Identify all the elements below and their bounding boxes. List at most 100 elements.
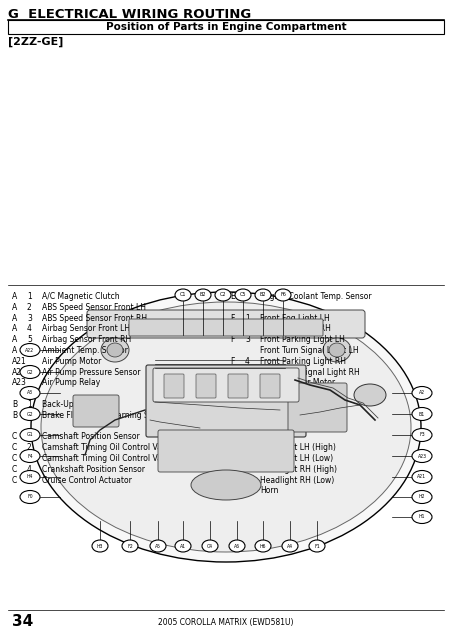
- Text: B2: B2: [259, 292, 266, 298]
- Text: F: F: [230, 357, 234, 366]
- Text: Position of Parts in Engine Compartment: Position of Parts in Engine Compartment: [106, 22, 345, 32]
- Text: G: G: [230, 411, 235, 420]
- FancyBboxPatch shape: [8, 20, 443, 34]
- FancyBboxPatch shape: [196, 374, 216, 398]
- Text: H: H: [230, 465, 235, 474]
- Text: Crankshaft Position Sensor: Crankshaft Position Sensor: [42, 465, 145, 474]
- Text: B2: B2: [199, 292, 206, 298]
- Text: A6: A6: [234, 543, 239, 548]
- Ellipse shape: [281, 540, 297, 552]
- Ellipse shape: [202, 540, 217, 552]
- Text: F1: F1: [313, 543, 319, 548]
- Text: F6: F6: [280, 292, 285, 298]
- Text: F4: F4: [27, 454, 33, 458]
- Text: F3: F3: [418, 433, 424, 438]
- Text: Headlight RH (Low): Headlight RH (Low): [259, 476, 333, 484]
- Text: 3: 3: [244, 335, 249, 344]
- Text: 2: 2: [244, 454, 249, 463]
- Text: 6: 6: [244, 389, 249, 398]
- Text: Front Parking Light LH: Front Parking Light LH: [259, 335, 344, 344]
- Ellipse shape: [215, 289, 230, 301]
- Text: 4: 4: [27, 465, 32, 474]
- Text: H: H: [230, 486, 235, 495]
- Text: A21: A21: [417, 474, 426, 479]
- Ellipse shape: [411, 490, 431, 504]
- Ellipse shape: [175, 289, 191, 301]
- Text: C2: C2: [219, 292, 226, 298]
- Text: G  ELECTRICAL WIRING ROUTING: G ELECTRICAL WIRING ROUTING: [8, 8, 251, 21]
- Text: ABS Speed Sensor Front LH: ABS Speed Sensor Front LH: [42, 303, 146, 312]
- Text: 2: 2: [244, 292, 249, 301]
- Text: B1: B1: [418, 412, 424, 417]
- Text: 34: 34: [12, 614, 33, 629]
- Ellipse shape: [31, 292, 420, 562]
- Text: 3: 3: [244, 465, 249, 474]
- Text: F: F: [230, 314, 234, 323]
- Ellipse shape: [254, 289, 271, 301]
- Text: A: A: [12, 303, 17, 312]
- Text: Brake Fluid Level Warning SW: Brake Fluid Level Warning SW: [42, 411, 156, 420]
- Text: Front Parking Light RH: Front Parking Light RH: [259, 357, 345, 366]
- Text: 2: 2: [244, 422, 249, 431]
- Text: Generator: Generator: [259, 422, 299, 431]
- Text: A23: A23: [12, 378, 27, 387]
- Text: A: A: [12, 346, 17, 355]
- Ellipse shape: [411, 387, 431, 399]
- Ellipse shape: [194, 289, 211, 301]
- Text: A21: A21: [12, 357, 27, 366]
- Text: A5: A5: [155, 543, 161, 548]
- Text: A: A: [12, 292, 17, 301]
- Text: F: F: [230, 335, 234, 344]
- Text: A4: A4: [286, 543, 292, 548]
- Text: H4: H4: [27, 474, 33, 479]
- Text: Airbag Sensor Front RH: Airbag Sensor Front RH: [42, 335, 131, 344]
- Ellipse shape: [235, 289, 250, 301]
- Text: C: C: [12, 454, 17, 463]
- Text: G2: G2: [27, 412, 33, 417]
- Ellipse shape: [308, 540, 324, 552]
- Text: F: F: [230, 378, 234, 387]
- Text: Headlight LH (High): Headlight LH (High): [259, 443, 335, 452]
- Ellipse shape: [41, 302, 410, 552]
- Text: F: F: [230, 389, 234, 398]
- Text: Front Turn Signal Light RH: Front Turn Signal Light RH: [259, 367, 359, 376]
- Ellipse shape: [328, 343, 344, 357]
- Text: 1: 1: [244, 314, 249, 323]
- FancyBboxPatch shape: [129, 319, 322, 336]
- FancyBboxPatch shape: [146, 365, 305, 437]
- FancyBboxPatch shape: [287, 383, 346, 432]
- Text: 5: 5: [244, 378, 249, 387]
- Text: G2: G2: [27, 369, 33, 374]
- Text: A: A: [12, 324, 17, 333]
- Text: Generator: Generator: [259, 411, 299, 420]
- Ellipse shape: [229, 540, 244, 552]
- Text: H: H: [230, 443, 235, 452]
- Text: F: F: [230, 324, 234, 333]
- Text: 6: 6: [244, 486, 249, 495]
- Ellipse shape: [322, 338, 350, 362]
- Text: E: E: [230, 292, 234, 301]
- Ellipse shape: [411, 470, 431, 483]
- Text: C: C: [12, 433, 17, 442]
- Text: A22: A22: [12, 367, 27, 376]
- FancyBboxPatch shape: [158, 430, 293, 472]
- Text: A22: A22: [25, 348, 34, 353]
- Text: Front Washer Motor: Front Washer Motor: [259, 378, 334, 387]
- Text: H: H: [230, 476, 235, 484]
- Text: 6: 6: [27, 346, 32, 355]
- Ellipse shape: [20, 365, 40, 378]
- Text: ABS Speed Sensor Front RH: ABS Speed Sensor Front RH: [42, 314, 147, 323]
- Text: Headlight LH (Low): Headlight LH (Low): [259, 454, 332, 463]
- Text: A3: A3: [27, 390, 33, 396]
- Text: Ambient Temp. Sensor: Ambient Temp. Sensor: [42, 346, 128, 355]
- Text: 3: 3: [27, 454, 32, 463]
- Ellipse shape: [20, 429, 40, 442]
- Ellipse shape: [274, 289, 290, 301]
- Text: Front Fog Light RH: Front Fog Light RH: [259, 324, 330, 333]
- Ellipse shape: [20, 408, 40, 420]
- Text: 1: 1: [244, 443, 249, 452]
- Text: B: B: [12, 400, 17, 409]
- FancyBboxPatch shape: [87, 310, 364, 338]
- Text: Airbag Sensor Front LH: Airbag Sensor Front LH: [42, 324, 130, 333]
- Text: G1: G1: [27, 433, 33, 438]
